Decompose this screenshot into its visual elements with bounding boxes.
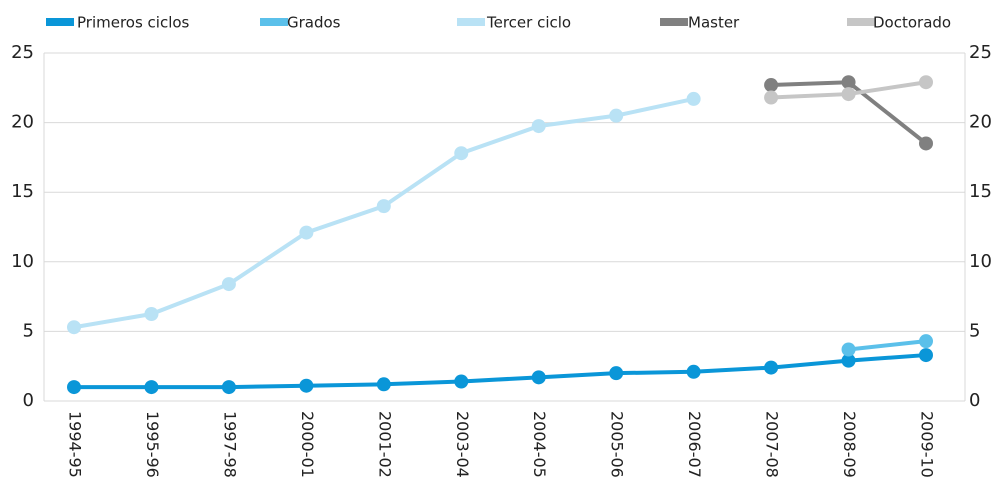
data-point (221, 380, 236, 395)
y-tick-label: 10 (11, 251, 34, 272)
y-tick-label: 20 (11, 112, 34, 133)
x-tick-label: 2006-07 (685, 411, 704, 478)
legend-swatch (847, 18, 875, 26)
series-line (848, 339, 927, 352)
legend-label: Primeros ciclos (77, 14, 190, 32)
data-point (919, 75, 933, 90)
data-point (764, 78, 779, 93)
x-tick-label: 2005-06 (608, 411, 627, 478)
data-point (764, 360, 779, 375)
data-point (919, 334, 933, 349)
y-tick-label: 5 (23, 320, 34, 341)
data-point (919, 136, 933, 151)
x-tick-label: 2009-10 (918, 411, 937, 478)
data-point (454, 146, 469, 161)
data-point (67, 380, 81, 395)
x-tick-label: 2000-01 (298, 411, 317, 478)
data-point (376, 377, 391, 392)
legend-label: Doctorado (873, 14, 951, 32)
legend-swatch (457, 18, 485, 26)
legend-label: Master (688, 14, 740, 32)
data-point (764, 90, 779, 105)
x-tick-label: 1994-95 (66, 411, 85, 478)
x-tick-label: 2007-08 (763, 411, 782, 478)
y2-tick-label: 20 (969, 112, 992, 133)
series-line (74, 353, 927, 390)
legend-swatch (660, 18, 688, 26)
data-point (841, 87, 856, 102)
y2-tick-label: 10 (969, 251, 992, 272)
data-point (609, 366, 624, 381)
x-tick-label: 2008-09 (840, 411, 859, 478)
legend-label: Grados (287, 14, 341, 32)
data-point (144, 380, 159, 395)
legend-swatch (46, 18, 74, 26)
data-point (144, 307, 159, 321)
data-point (686, 91, 701, 106)
y2-tick-label: 5 (969, 320, 980, 341)
y-tick-label: 0 (23, 390, 34, 411)
y-tick-label: 25 (11, 42, 34, 63)
data-point (67, 320, 81, 335)
data-point (531, 370, 546, 385)
data-point (221, 277, 236, 292)
y-tick-label: 15 (11, 181, 34, 202)
legend-label: Tercer ciclo (486, 14, 571, 32)
x-tick-label: 2004-05 (530, 411, 549, 478)
data-point (841, 353, 856, 368)
data-point (299, 225, 314, 240)
data-point (454, 374, 469, 389)
legend-swatch (260, 18, 288, 26)
y2-tick-label: 25 (969, 42, 992, 63)
data-point (299, 378, 314, 393)
x-tick-label: 1997-98 (220, 411, 239, 478)
x-tick-label: 2001-02 (375, 411, 394, 478)
data-point (376, 199, 391, 214)
y2-tick-label: 0 (969, 390, 980, 411)
data-point (609, 108, 624, 123)
data-point (686, 364, 701, 379)
data-point (919, 348, 933, 363)
x-tick-label: 1995-96 (143, 411, 162, 478)
data-point (841, 342, 856, 357)
data-point (841, 75, 856, 90)
y2-tick-label: 15 (969, 181, 992, 202)
x-tick-label: 2003-04 (453, 411, 472, 478)
data-point (531, 119, 546, 134)
